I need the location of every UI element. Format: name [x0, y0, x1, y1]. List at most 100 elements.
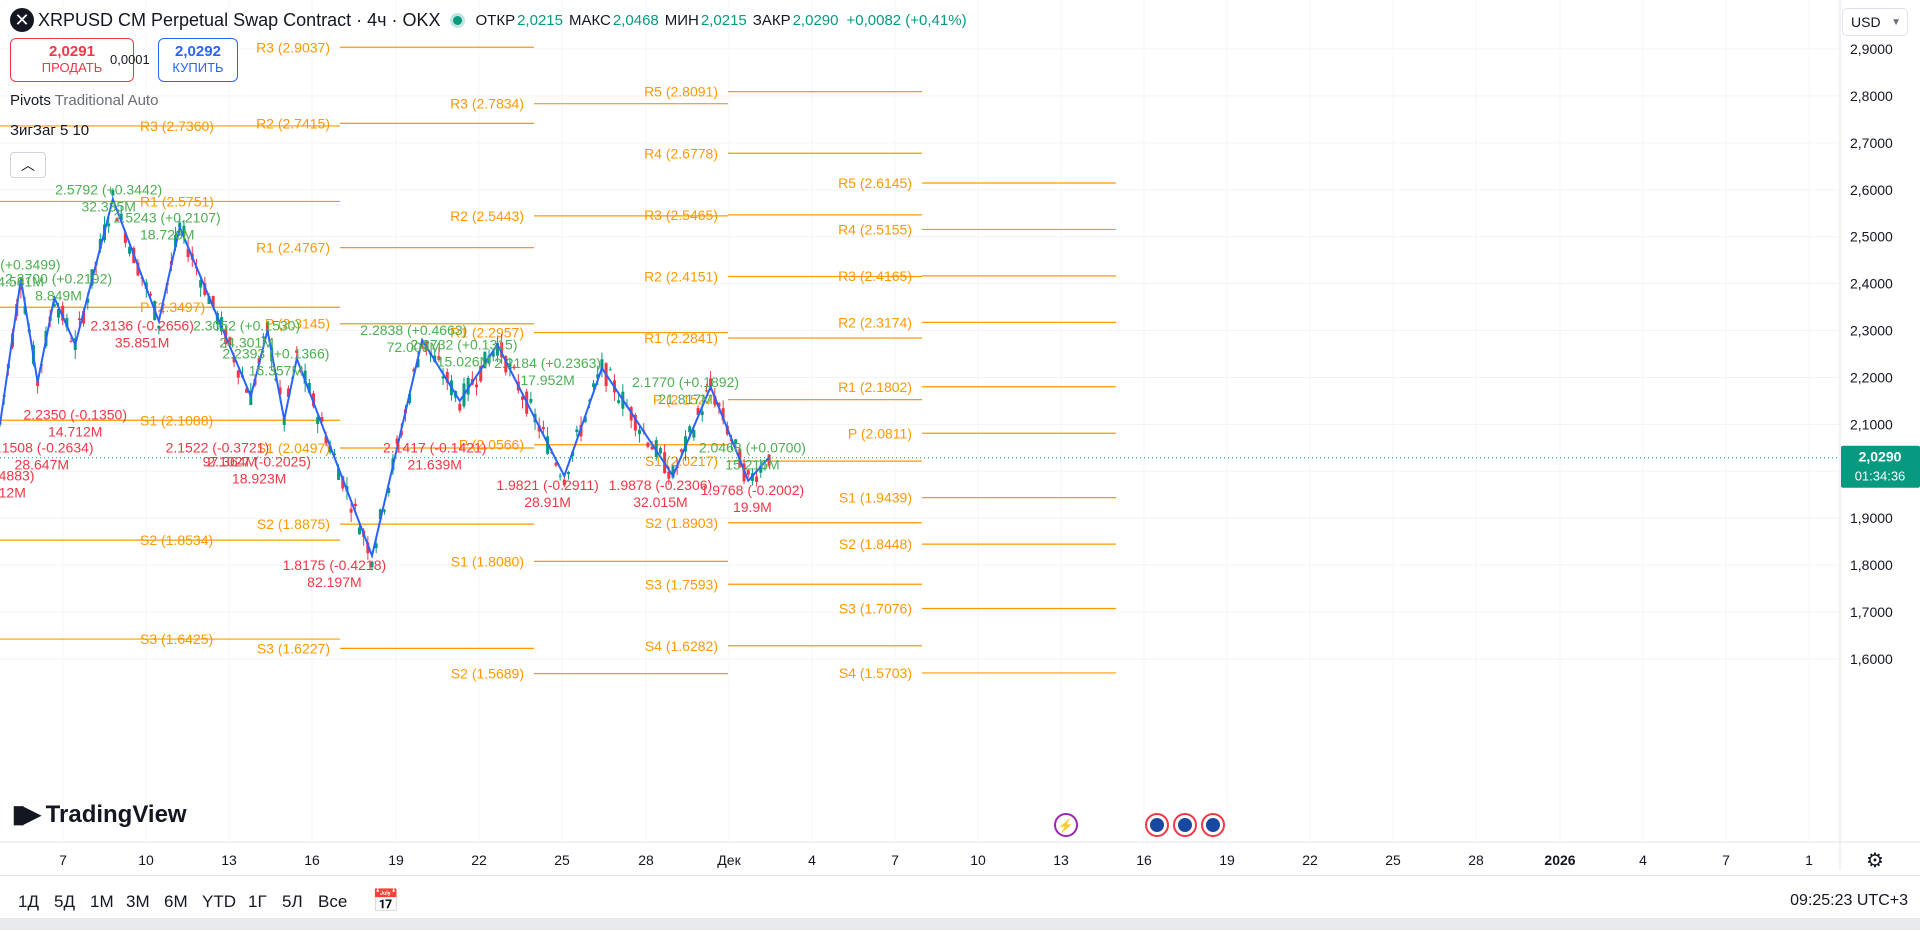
clock[interactable]: 09:25:23 UTC+3: [1790, 892, 1908, 909]
pivot-level-label: R1 (2.2841): [644, 330, 718, 346]
candle: [717, 402, 721, 407]
candle: [600, 359, 604, 371]
sell-label: ПРОДАТЬ: [41, 60, 103, 75]
chevron-up-icon[interactable]: ︿: [10, 152, 46, 178]
y-tick-label: 1,9000: [1850, 510, 1893, 526]
candle: [529, 398, 533, 403]
price-axis: [1840, 0, 1920, 870]
us-flag-icon-inner: [1206, 818, 1220, 832]
candle: [332, 453, 336, 456]
price-chart[interactable]: 2,9000 2,8000 2,7000 2,6000 2,5000 2,4000 2,30…: [0, 0, 1920, 870]
gear-icon[interactable]: ⚙: [1866, 850, 1884, 872]
candle: [679, 449, 683, 452]
candle: [374, 543, 378, 549]
candle: [566, 471, 570, 475]
pivot-level-label: R4 (2.6778): [644, 145, 718, 161]
candle: [370, 561, 374, 568]
zigzag-volume-label: 15.216M: [725, 457, 779, 473]
candle: [211, 296, 215, 307]
last-price-label: 2,0290: [1859, 449, 1902, 465]
candle: [36, 381, 40, 387]
zigzag-label: 142 (+0.3499): [0, 257, 61, 273]
zigzag-label: 2.3700 (+0.2192): [5, 271, 112, 287]
tradingview-logo: ▮▶ TradingView: [12, 800, 187, 829]
pivot-level-label: R2 (2.7415): [256, 115, 330, 131]
pivot-level-label: R1 (2.1802): [838, 379, 912, 395]
buy-button[interactable]: 2,0292 КУПИТЬ: [158, 38, 238, 82]
zigzag-label: 1.9878 (-0.2306): [609, 477, 713, 493]
period-button-1y[interactable]: 1Г: [248, 892, 267, 911]
pivot-level-label: R3 (2.5465): [644, 207, 718, 223]
zigzag-legend[interactable]: ЗигЗаг 5 10: [10, 122, 89, 139]
pivot-level-label: P (2.0566): [459, 437, 524, 453]
candle: [734, 439, 738, 444]
calendar-range-icon[interactable]: 📅: [372, 888, 400, 913]
candle: [495, 343, 499, 356]
candle: [541, 427, 545, 430]
period-button-1m[interactable]: 1М: [90, 892, 114, 911]
buy-label: КУПИТЬ: [172, 60, 224, 75]
symbol-title[interactable]: XRPUSD CM Perpetual Swap Contract · 4ч ·…: [38, 9, 441, 30]
candle: [558, 475, 562, 477]
zigzag-volume-label: 24.301M: [219, 335, 273, 351]
candle: [349, 508, 353, 513]
x-tick-label: 16: [304, 852, 320, 868]
candle: [65, 317, 69, 328]
candle: [487, 355, 491, 364]
period-button-all[interactable]: Все: [318, 892, 348, 911]
period-button-1d[interactable]: 1Д: [18, 892, 39, 911]
candle: [357, 527, 361, 535]
period-button-ytd[interactable]: YTD: [202, 892, 236, 911]
x-tick-label: 2026: [1544, 852, 1575, 868]
lightning-icon-glyph: ⚡: [1058, 818, 1074, 834]
candle: [763, 467, 767, 469]
pivot-level-label: S2 (1.8448): [839, 536, 912, 552]
x-tick-label: 19: [1219, 852, 1235, 868]
pivot-level-label: S3 (1.7593): [645, 576, 718, 592]
currency-value: USD: [1851, 14, 1881, 30]
close-icon[interactable]: ✕: [10, 8, 34, 32]
zigzag-volume-label: 16.357M: [249, 363, 303, 379]
candle: [583, 416, 587, 422]
zigzag-label: 2.1770 (+0.1892): [632, 374, 739, 390]
candle: [688, 426, 692, 433]
candle: [232, 356, 236, 363]
zigzag-volume-label: 34.581M: [0, 274, 44, 290]
period-button-3m[interactable]: 3М: [126, 892, 150, 911]
close-value: 2,0290: [792, 11, 839, 29]
y-tick-label: 2,3000: [1850, 323, 1893, 339]
candle: [316, 416, 320, 424]
sell-price: 2,0291: [49, 43, 95, 60]
zigzag-label: 2.0468 (+0.0700): [699, 440, 806, 456]
candle: [746, 470, 750, 475]
y-tick-label: 2,7000: [1850, 135, 1893, 151]
candle: [638, 429, 642, 435]
candle: [123, 232, 127, 243]
candle: [658, 448, 662, 454]
zigzag-label: 2.2732 (+0.1315): [410, 336, 517, 352]
zigzag-line: [0, 195, 770, 560]
pivots-legend[interactable]: Pivots Traditional Auto: [10, 92, 158, 109]
candle: [475, 384, 479, 388]
period-button-5y[interactable]: 5Л: [282, 892, 303, 911]
currency-select[interactable]: USD ▼: [1842, 8, 1908, 36]
pivot-level-label: R1 (2.5751): [140, 193, 214, 209]
zigzag-label: 2.3136 (-0.2656): [90, 318, 194, 334]
period-button-5d[interactable]: 5Д: [54, 892, 75, 911]
candle: [136, 262, 140, 276]
candle: [437, 356, 441, 361]
zigzag-volume-label: 012M: [0, 485, 26, 501]
zigzag-volume-label: 32.015M: [633, 494, 687, 510]
pivot-level-label: S1 (1.9439): [839, 490, 912, 506]
x-tick-label: Дек: [717, 852, 741, 868]
candle: [307, 383, 311, 393]
zigzag-label: 2.2184 (+0.2363): [494, 355, 601, 371]
lightning-icon: [1054, 813, 1078, 837]
pivot-level-label: R5 (2.6145): [838, 175, 912, 191]
x-tick-label: 16: [1136, 852, 1152, 868]
candle: [111, 190, 115, 196]
sell-button[interactable]: 2,0291 ПРОДАТЬ: [10, 38, 134, 82]
zigzag-name: ЗигЗаг 5 10: [10, 122, 90, 139]
period-button-6m[interactable]: 6М: [164, 892, 188, 911]
us-flag-icon-inner: [1150, 818, 1164, 832]
